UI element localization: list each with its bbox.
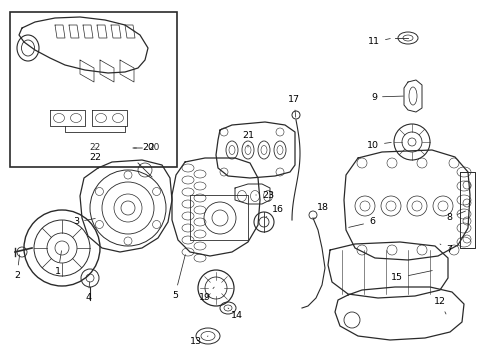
Text: 17: 17 (288, 95, 300, 117)
Bar (190, 195, 248, 240)
Text: 5: 5 (172, 255, 185, 300)
Text: 23: 23 (256, 190, 274, 199)
Text: 6: 6 (349, 217, 375, 228)
Text: 2: 2 (14, 255, 20, 279)
Text: 16: 16 (267, 206, 284, 217)
Text: 20: 20 (133, 144, 154, 153)
Text: 12: 12 (434, 297, 446, 314)
Text: 3: 3 (73, 217, 95, 226)
Text: 13: 13 (190, 336, 208, 346)
Text: 9: 9 (371, 93, 403, 102)
Text: 8: 8 (446, 211, 466, 222)
Text: 21: 21 (242, 130, 254, 147)
Text: 4: 4 (85, 282, 91, 302)
Text: 14: 14 (228, 308, 243, 320)
Text: 15: 15 (391, 271, 432, 283)
Text: 22: 22 (89, 148, 101, 162)
Bar (10, 12, 177, 167)
Text: 20: 20 (134, 144, 159, 153)
Text: 11: 11 (368, 37, 390, 46)
Text: 18: 18 (315, 203, 329, 218)
Text: 22: 22 (89, 144, 100, 153)
Text: 7: 7 (440, 244, 452, 255)
Text: 10: 10 (367, 140, 391, 149)
Text: 1: 1 (55, 251, 62, 276)
Text: 19: 19 (199, 287, 214, 302)
